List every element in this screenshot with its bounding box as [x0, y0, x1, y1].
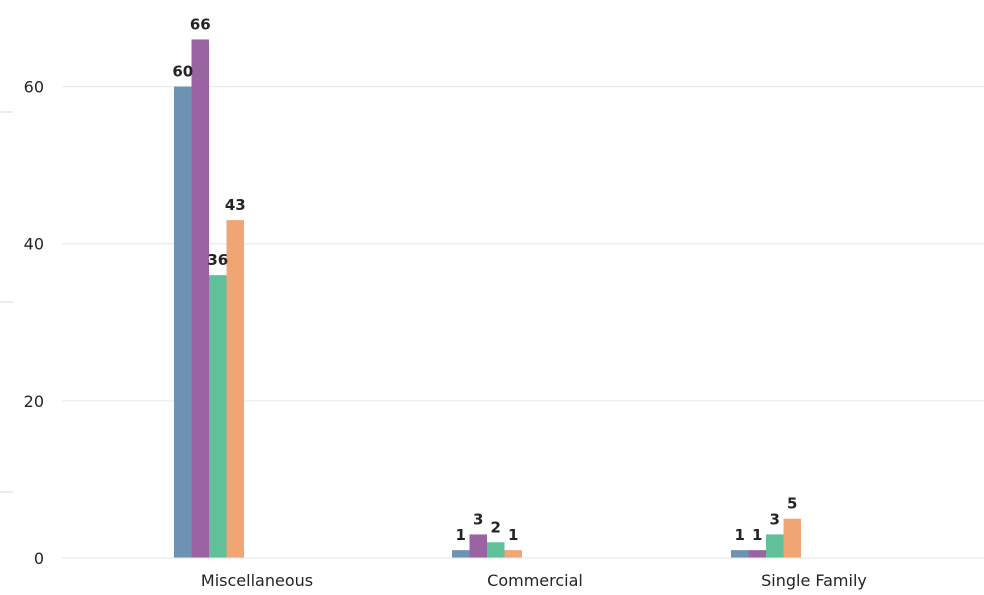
data-label: 3 [473, 510, 483, 528]
data-label: 43 [225, 196, 246, 214]
bar-single-family-s1 [731, 550, 749, 558]
bar-single-family-s2 [748, 550, 766, 558]
data-label: 5 [787, 495, 797, 513]
data-label: 1 [456, 526, 466, 544]
data-label: 36 [207, 251, 228, 269]
data-label: 1 [735, 526, 745, 544]
y-tick-label: 60 [24, 78, 44, 97]
y-tick-label: 20 [24, 392, 44, 411]
bar-commercial-s1 [452, 550, 470, 558]
bar-single-family-s4 [783, 518, 801, 558]
bar-single-family-s3 [766, 534, 784, 558]
x-category-label: Single Family [761, 571, 867, 590]
axes: 0 20 40 60 Miscellaneous Commercial Single Fam… [0, 78, 984, 590]
bar-commercial-s3 [487, 542, 505, 558]
bar-commercial-s4 [504, 550, 522, 558]
y-tick-label: 0 [34, 549, 44, 568]
data-label: 66 [190, 15, 211, 33]
data-label: 1 [752, 526, 762, 544]
bars [174, 39, 801, 559]
y-tick-label: 40 [24, 235, 44, 254]
bar-miscellaneous-s4 [226, 220, 244, 558]
data-label: 60 [172, 63, 193, 81]
x-category-label: Miscellaneous [201, 571, 313, 590]
bar-miscellaneous-s1 [174, 86, 192, 559]
bar-commercial-s2 [469, 534, 487, 558]
data-label: 2 [491, 518, 501, 536]
bar-miscellaneous-s2 [191, 39, 209, 558]
data-label: 3 [770, 510, 780, 528]
data-label: 1 [508, 526, 518, 544]
x-category-label: Commercial [487, 571, 583, 590]
bar-miscellaneous-s3 [209, 275, 227, 558]
